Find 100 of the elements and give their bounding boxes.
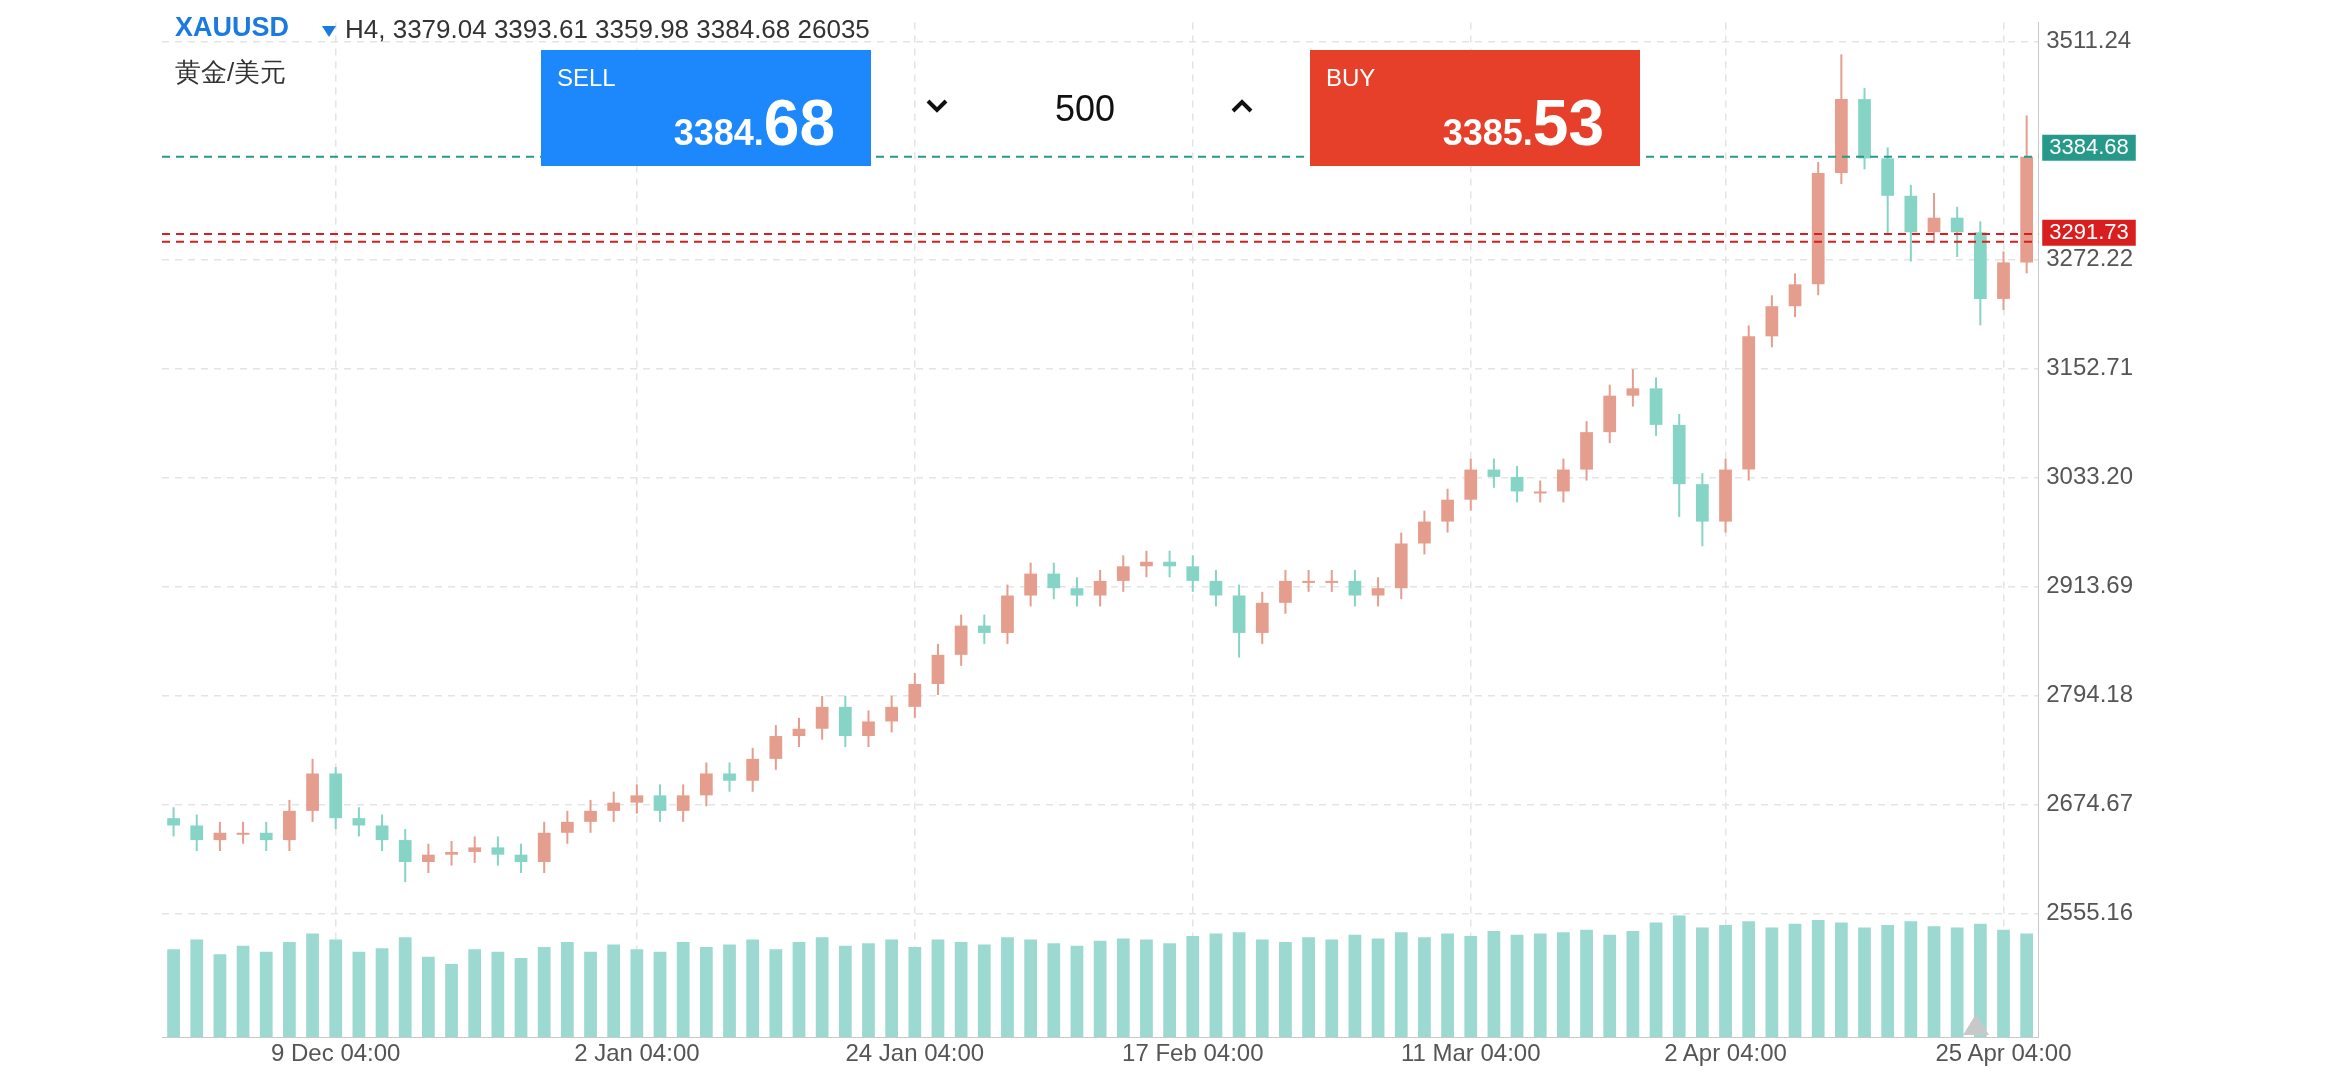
- candlestick: [1418, 509, 1431, 556]
- candlestick: [1093, 568, 1107, 608]
- candlestick: [769, 724, 783, 771]
- bar: [1858, 927, 1871, 1038]
- annotation: 黄金/美元: [175, 56, 287, 89]
- bar: [398, 937, 412, 1038]
- candlestick: [1047, 561, 1061, 601]
- candlestick: [1487, 457, 1501, 489]
- bar: [1881, 924, 1895, 1038]
- candlestick: [908, 672, 922, 719]
- bar: [1464, 935, 1478, 1038]
- y-tick-label: 3511.24: [2046, 25, 2132, 53]
- bar: [1672, 915, 1686, 1038]
- bar: [1765, 927, 1779, 1038]
- bar: [931, 939, 945, 1038]
- annotation: BUY: [1326, 64, 1376, 92]
- y-tick-label: 2913.69: [2046, 571, 2134, 599]
- bar: [1834, 922, 1848, 1038]
- bar: [1626, 931, 1640, 1038]
- bar: [190, 939, 204, 1038]
- bar: [1186, 935, 1200, 1038]
- bar: [1001, 937, 1014, 1038]
- candlestick: [1024, 561, 1037, 608]
- candlestick: [1950, 205, 1964, 258]
- bar: [1580, 929, 1593, 1038]
- candlestick: [190, 813, 204, 853]
- candlestick: [862, 709, 875, 748]
- candlestick: [560, 809, 574, 845]
- bar: [1348, 934, 1362, 1038]
- bar: [838, 945, 852, 1038]
- bar: [977, 944, 991, 1038]
- candlestick: [815, 694, 829, 741]
- bar: [1927, 926, 1941, 1038]
- candlestick: [1510, 464, 1524, 504]
- bar: [560, 942, 574, 1038]
- bar: [1116, 938, 1130, 1038]
- candlestick: [1070, 576, 1084, 608]
- bar: [1533, 933, 1547, 1038]
- bar: [1603, 934, 1617, 1038]
- bar: [1719, 924, 1732, 1038]
- bar: [514, 957, 528, 1038]
- bar: [607, 944, 621, 1038]
- bar: [1649, 922, 1663, 1038]
- bar: [329, 939, 343, 1038]
- candlestick: [375, 813, 389, 853]
- bar: [1209, 933, 1223, 1038]
- candlestick: [1279, 568, 1292, 615]
- bar: [1487, 931, 1501, 1038]
- bar: [283, 942, 296, 1038]
- x-tick-label: 24 Jan 04:00: [845, 1039, 985, 1067]
- y-tick-label: 3272.22: [2046, 244, 2134, 272]
- candlestick: [491, 835, 505, 867]
- candlestick: [1348, 568, 1362, 608]
- bar: [2020, 933, 2034, 1038]
- bar: [1418, 937, 1431, 1038]
- candlestick: [653, 783, 667, 823]
- candlestick: [699, 761, 713, 808]
- bar: [537, 946, 551, 1038]
- bar: [1070, 945, 1084, 1038]
- bar: [1788, 923, 1802, 1038]
- bar: [1302, 937, 1315, 1038]
- candlestick: [1533, 479, 1547, 504]
- candlestick: [1325, 568, 1339, 593]
- candlestick: [746, 746, 760, 793]
- annotation: 3384.68: [673, 87, 835, 159]
- bar: [375, 948, 389, 1038]
- bar: [1811, 920, 1825, 1038]
- candlestick: [259, 820, 273, 853]
- bar: [1024, 939, 1037, 1038]
- bar: [699, 946, 713, 1038]
- candlestick: [584, 798, 597, 834]
- bar: [1394, 932, 1408, 1038]
- bar: [445, 964, 458, 1038]
- y-tick-label: 2794.18: [2046, 680, 2134, 708]
- chart-title: XAUUSD: [175, 12, 290, 43]
- x-tick-label: 25 Apr 04:00: [1935, 1039, 2072, 1067]
- bar: [769, 949, 783, 1038]
- candlestick: [1186, 554, 1200, 593]
- bar: [1742, 921, 1756, 1038]
- annotation: SELL: [557, 64, 616, 92]
- ref-line-label: 3384.68: [2049, 133, 2129, 159]
- candlestick: [468, 835, 482, 864]
- candlestick: [514, 842, 528, 874]
- bar: [1904, 921, 1918, 1038]
- candlestick: [213, 820, 227, 853]
- candlestick: [723, 761, 736, 793]
- bar: [1950, 927, 1964, 1038]
- candlestick: [1626, 368, 1640, 408]
- candlestick: [676, 783, 690, 823]
- candlestick: [1302, 568, 1315, 593]
- candlestick: [445, 839, 458, 867]
- candlestick: [1441, 487, 1454, 534]
- candlestick: [977, 613, 991, 645]
- y-tick-label: 2674.67: [2046, 789, 2134, 817]
- bar: [167, 949, 180, 1038]
- bar: [862, 943, 875, 1038]
- bar: [584, 951, 597, 1038]
- candlestick: [1209, 568, 1223, 608]
- chart-subtitle: H4, 3379.04 3393.61 3359.98 3384.68 26035: [345, 14, 870, 45]
- bar: [259, 951, 273, 1038]
